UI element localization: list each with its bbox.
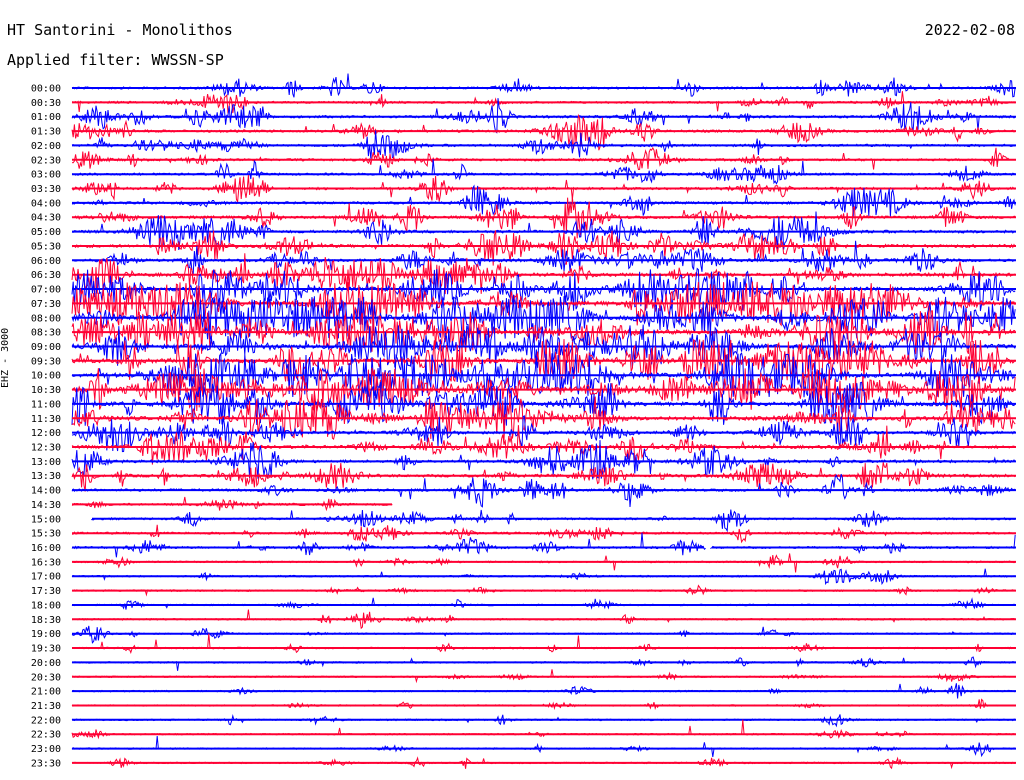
trace-line	[71, 656, 1016, 671]
seismic-traces	[71, 73, 1016, 770]
time-tick-label: 20:30	[31, 672, 61, 683]
trace-line	[71, 669, 1016, 684]
trace-line	[71, 415, 1016, 453]
trace-line	[91, 509, 1016, 533]
trace-line	[71, 324, 1016, 368]
time-tick-labels: 00:00 00:30 01:00 01:30 02:00 02:30 03:00 03:30…	[31, 84, 61, 770]
record-date: 2022-02-08	[924, 21, 1015, 39]
time-tick-label: 11:00	[31, 399, 61, 410]
time-tick-label: 01:30	[31, 127, 61, 138]
time-tick-label: 09:30	[31, 356, 61, 367]
time-tick-label: 16:00	[31, 543, 61, 554]
time-tick-label: 12:00	[31, 428, 61, 439]
time-tick-label: 06:30	[31, 270, 61, 281]
time-tick-label: 23:00	[31, 744, 61, 755]
filter-label: Applied filter: WWSSN-SP	[7, 51, 224, 69]
station-title: HT Santorini - Monolithos	[7, 21, 233, 39]
time-tick-label: 02:30	[31, 155, 61, 166]
time-tick-label: 08:30	[31, 328, 61, 339]
time-tick-label: 15:00	[31, 514, 61, 525]
trace-line	[71, 633, 1016, 654]
trace-line	[71, 240, 1016, 275]
time-tick-label: 18:30	[31, 615, 61, 626]
time-tick-label: 05:30	[31, 241, 61, 252]
time-tick-label: 03:00	[31, 170, 61, 181]
time-tick-label: 07:00	[31, 285, 61, 296]
time-tick-label: 00:30	[31, 98, 61, 109]
time-tick-label: 07:30	[31, 299, 61, 310]
time-tick-label: 04:00	[31, 198, 61, 209]
trace-line	[71, 698, 1016, 711]
trace-line	[71, 73, 1016, 98]
time-tick-label: 00:00	[31, 84, 61, 95]
time-tick-label: 14:30	[31, 500, 61, 511]
time-tick-label: 15:30	[31, 529, 61, 540]
time-tick-label: 05:00	[31, 227, 61, 238]
time-tick-label: 01:00	[31, 112, 61, 123]
time-tick-label: 13:00	[31, 457, 61, 468]
time-tick-label: 23:30	[31, 758, 61, 769]
time-tick-label: 21:30	[31, 701, 61, 712]
time-tick-label: 16:30	[31, 557, 61, 568]
time-tick-label: 11:30	[31, 414, 61, 425]
time-tick-label: 06:00	[31, 256, 61, 267]
time-tick-label: 14:00	[31, 486, 61, 497]
time-tick-label: 12:30	[31, 443, 61, 454]
time-tick-label: 08:00	[31, 313, 61, 324]
trace-line	[71, 532, 1016, 558]
time-tick-label: 04:30	[31, 213, 61, 224]
time-tick-label: 10:30	[31, 385, 61, 396]
trace-line	[71, 159, 1016, 185]
time-tick-label: 17:00	[31, 572, 61, 583]
time-tick-label: 17:30	[31, 586, 61, 597]
time-tick-label: 02:00	[31, 141, 61, 152]
trace-line	[71, 230, 1016, 266]
trace-line	[71, 736, 1016, 758]
time-tick-label: 03:30	[31, 184, 61, 195]
time-tick-label: 21:00	[31, 687, 61, 698]
time-tick-label: 13:30	[31, 471, 61, 482]
time-tick-label: 22:30	[31, 730, 61, 741]
time-tick-label: 18:00	[31, 600, 61, 611]
time-tick-label: 20:00	[31, 658, 61, 669]
time-tick-label: 22:00	[31, 715, 61, 726]
trace-line	[71, 597, 1016, 610]
time-tick-label: 09:00	[31, 342, 61, 353]
time-tick-label: 10:00	[31, 371, 61, 382]
time-tick-label: 19:30	[31, 644, 61, 655]
time-tick-label: 19:00	[31, 629, 61, 640]
